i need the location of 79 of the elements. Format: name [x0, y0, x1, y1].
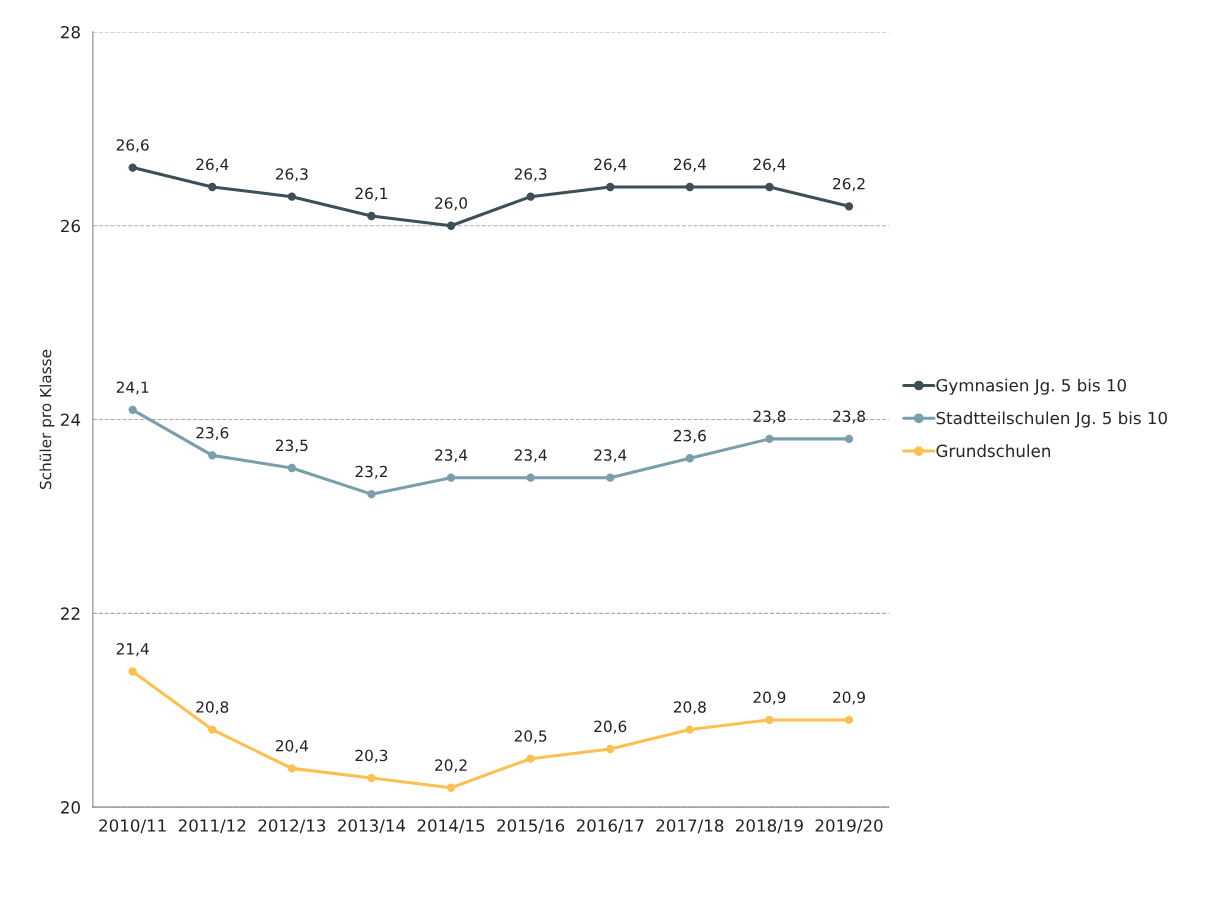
- data-label: 26,3: [275, 168, 308, 182]
- legend-label: Grundschulen: [936, 444, 1050, 458]
- data-label: 26,0: [435, 197, 468, 211]
- x-tick-label: 2017/18: [656, 819, 724, 834]
- point: [606, 744, 615, 754]
- data-label: 23,2: [355, 465, 387, 479]
- point: [287, 463, 297, 473]
- data-label: 26,4: [196, 158, 229, 172]
- data-label: 23,5: [275, 439, 308, 453]
- x-tick-label: 2016/17: [576, 819, 644, 834]
- point: [287, 192, 297, 201]
- data-label: 26,2: [833, 177, 865, 192]
- data-label: 23,4: [435, 449, 468, 463]
- data-label: 23,6: [196, 426, 229, 441]
- y-axis-title: Schüler pro Klasse: [39, 349, 55, 490]
- x-tick-label: 2012/13: [258, 819, 326, 834]
- legend-label: Stadtteilschulen Jg. 5 bis 10: [936, 411, 1167, 428]
- x-tick-label: 2013/14: [338, 819, 406, 834]
- x-tick-label: 2019/20: [815, 819, 883, 834]
- data-label: 26,4: [753, 158, 786, 172]
- data-label: 26,4: [673, 158, 706, 172]
- y-tick-label: 26: [61, 219, 81, 233]
- point: [367, 489, 376, 499]
- data-label: 23,8: [753, 410, 786, 424]
- x-tick-label: 2015/16: [497, 819, 565, 834]
- point: [844, 434, 854, 444]
- y-tick-label: 20: [61, 801, 80, 814]
- x-tick-label: 2011/12: [178, 819, 246, 834]
- point: [526, 754, 535, 763]
- point: [128, 667, 137, 676]
- point: [128, 405, 137, 414]
- point: [446, 221, 456, 230]
- point: [208, 182, 217, 192]
- y-tick-label: 28: [61, 25, 80, 39]
- point: [765, 715, 774, 725]
- legend-label: Gymnasien Jg. 5 bis 10: [936, 378, 1126, 395]
- data-label: 20,3: [355, 749, 388, 763]
- point: [446, 473, 456, 482]
- point: [526, 473, 535, 482]
- point: [526, 192, 535, 201]
- point: [128, 163, 137, 172]
- data-label: 21,4: [116, 643, 149, 657]
- data-label: 20,4: [275, 739, 308, 754]
- point: [606, 473, 615, 482]
- point: [844, 715, 854, 725]
- data-label: 20,8: [673, 701, 706, 715]
- point: [685, 454, 694, 463]
- point: [765, 434, 774, 444]
- x-tick-label: 2018/19: [736, 819, 803, 834]
- point: [287, 764, 297, 773]
- data-label: 20,5: [514, 730, 547, 744]
- point: [685, 725, 694, 734]
- y-tick-label: 24: [61, 413, 81, 426]
- y-tick-label: 22: [61, 607, 80, 620]
- data-label: 20,8: [196, 701, 229, 715]
- data-label: 26,6: [116, 139, 149, 153]
- point: [367, 773, 376, 783]
- data-label: 23,8: [833, 410, 865, 424]
- data-label: 23,4: [514, 449, 547, 463]
- data-label: 20,9: [753, 691, 786, 705]
- data-label: 20,9: [833, 691, 865, 705]
- data-label: 20,6: [594, 720, 627, 734]
- data-label: 23,4: [594, 449, 627, 463]
- point: [367, 211, 376, 221]
- data-label: 26,1: [355, 187, 388, 201]
- point: [446, 783, 456, 792]
- point: [606, 182, 615, 192]
- data-label: 20,2: [435, 759, 467, 773]
- point: [208, 725, 217, 734]
- data-label: 26,4: [594, 158, 627, 172]
- point: [765, 182, 774, 192]
- x-tick-label: 2010/11: [99, 819, 166, 834]
- point: [685, 182, 694, 192]
- data-label: 23,6: [673, 429, 706, 443]
- data-label: 24,1: [116, 381, 149, 395]
- data-label: 26,3: [514, 168, 547, 182]
- x-tick-label: 2014/15: [417, 819, 485, 834]
- point: [208, 451, 217, 460]
- point: [844, 202, 854, 211]
